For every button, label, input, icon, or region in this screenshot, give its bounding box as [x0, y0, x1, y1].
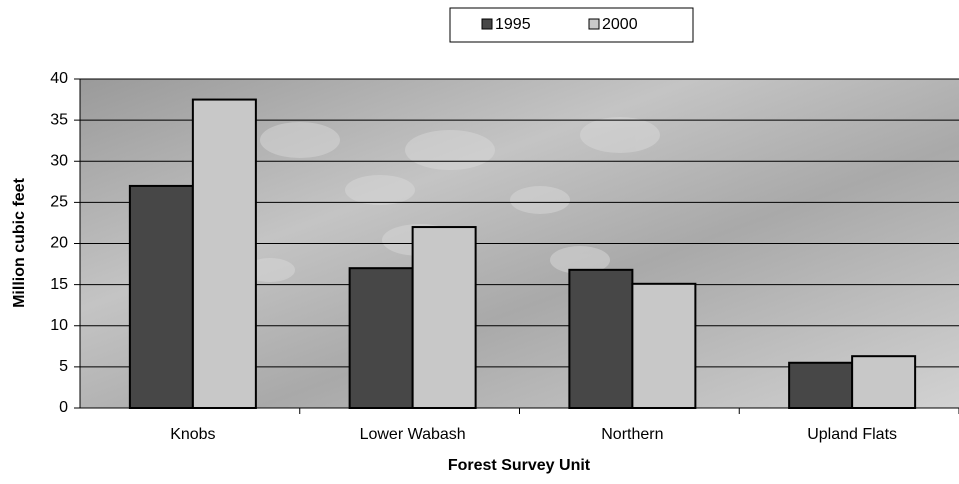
legend-label: 1995 — [495, 16, 531, 33]
y-tick-label: 5 — [59, 358, 68, 375]
legend-label: 2000 — [602, 16, 638, 33]
y-tick-label: 35 — [50, 111, 68, 128]
bar — [350, 268, 413, 408]
bar — [852, 356, 915, 408]
legend-swatch — [482, 19, 492, 29]
y-tick-label: 20 — [50, 235, 68, 252]
x-tick-label: Northern — [601, 426, 663, 443]
y-axis-title: Million cubic feet — [11, 177, 28, 307]
bar — [632, 284, 695, 408]
x-tick-label: Lower Wabash — [360, 426, 466, 443]
y-tick-label: 25 — [50, 194, 68, 211]
x-axis-title: Forest Survey Unit — [448, 457, 591, 474]
bar — [789, 363, 852, 408]
y-tick-label: 10 — [50, 317, 68, 334]
y-tick-label: 30 — [50, 152, 68, 169]
bar — [193, 100, 256, 408]
x-tick-label: Knobs — [170, 426, 215, 443]
x-tick-label: Upland Flats — [807, 426, 897, 443]
y-tick-label: 15 — [50, 276, 68, 293]
chart: Million cubic feet Forest Survey Unit 0 5… — [0, 0, 959, 479]
legend-swatch — [589, 19, 599, 29]
bar — [130, 186, 193, 408]
bar — [413, 227, 476, 408]
y-tick-label: 40 — [50, 70, 68, 87]
y-tick-label: 0 — [59, 399, 68, 416]
bar — [569, 270, 632, 408]
